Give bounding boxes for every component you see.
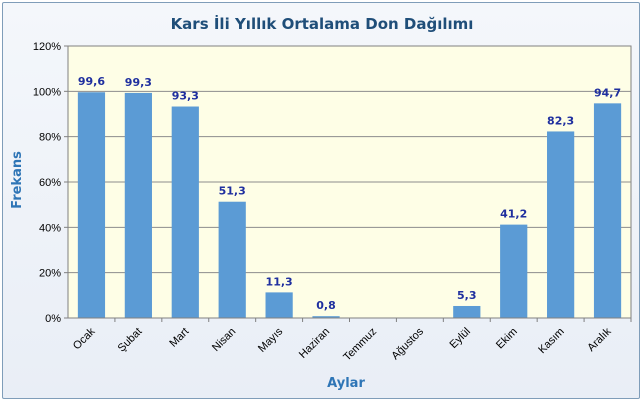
x-tick-label: Temmuz (341, 326, 379, 364)
y-axis-ticks: 0% 20% 40% 60% 80% 100% 120% (33, 41, 68, 325)
data-label: 99,6 (78, 75, 105, 88)
bar (124, 92, 152, 318)
bar (312, 316, 340, 318)
bar (77, 92, 106, 319)
gridlines (68, 90, 631, 274)
x-tick-label: Şubat (116, 326, 145, 355)
data-label: 5,3 (457, 289, 477, 302)
data-label: 0,8 (316, 299, 336, 312)
y-tick-label: 120% (33, 41, 61, 53)
x-axis-ticks: Ocak Şubat Mart Nisan Mayıs Haziran Temmuz Ağus… (71, 318, 632, 364)
data-label: 41,2 (500, 208, 527, 221)
bar (547, 131, 575, 318)
y-tick-label: 100% (33, 86, 61, 98)
data-label: 93,3 (172, 90, 199, 103)
x-tick-label: Haziran (297, 326, 332, 361)
x-tick-label: Eylül (448, 326, 473, 351)
y-tick-label: 40% (39, 222, 61, 234)
data-label: 99,3 (125, 76, 152, 89)
chart-title: Kars İli Yıllık Ortalama Don Dağılımı (171, 14, 474, 33)
x-tick-label: Ekim (494, 326, 520, 352)
x-tick-label: Ocak (71, 325, 98, 352)
x-tick-label: Mart (167, 326, 191, 350)
y-tick-label: 0% (45, 313, 61, 325)
data-label: 11,3 (266, 275, 293, 288)
bar (218, 201, 246, 318)
y-axis-title: Frekans (10, 151, 25, 209)
data-label: 82,3 (547, 114, 574, 127)
y-tick-label: 80% (39, 132, 61, 144)
x-tick-label: Aralık (585, 325, 614, 354)
bars (77, 92, 622, 319)
data-label: 51,3 (219, 185, 246, 198)
bar (171, 106, 199, 319)
bar (265, 292, 293, 318)
bar (453, 305, 481, 318)
x-tick-label: Mayıs (256, 325, 286, 355)
x-tick-label: Nisan (210, 326, 238, 354)
bar (500, 224, 528, 318)
x-tick-label: Ağustos (389, 325, 426, 362)
data-labels: 99,6 99,3 93,3 51,3 11,3 0,8 5,3 41,2 82,3 94,7 (78, 75, 621, 312)
x-tick-label: Kasım (536, 326, 567, 357)
y-tick-label: 60% (39, 177, 61, 189)
y-tick-label: 20% (39, 268, 61, 280)
x-axis-title: Aylar (327, 376, 365, 391)
data-label: 94,7 (594, 86, 621, 99)
bar (593, 103, 622, 318)
